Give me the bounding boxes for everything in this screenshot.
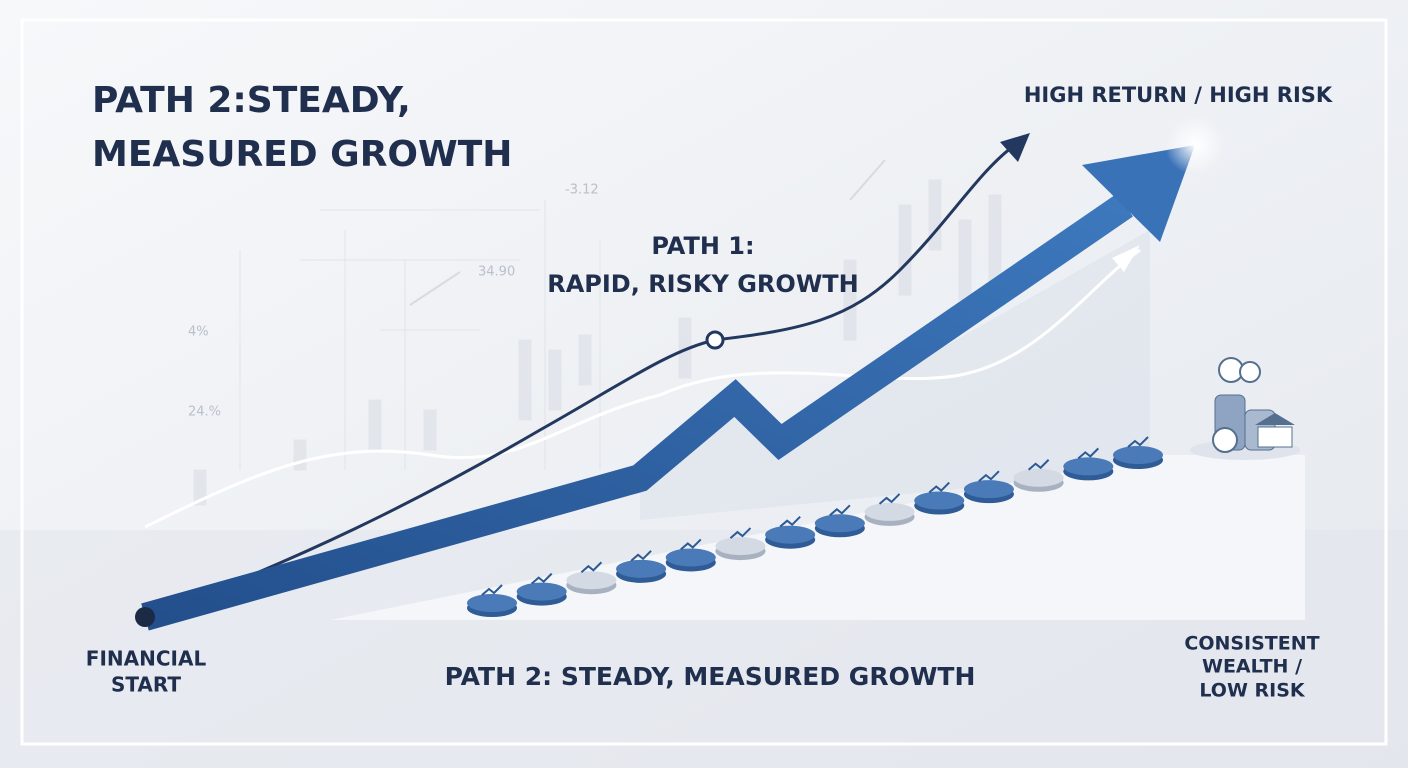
path1-label: PATH 1: xyxy=(651,232,754,260)
stone-icon xyxy=(481,584,503,596)
end-label: WEALTH / xyxy=(1202,656,1302,678)
start-label: START xyxy=(111,673,181,697)
stone-icon xyxy=(1027,459,1050,471)
stone-icon xyxy=(630,550,652,562)
stone xyxy=(566,571,617,590)
stone-icon xyxy=(531,572,553,585)
stone-icon xyxy=(928,481,950,494)
candle xyxy=(548,349,562,411)
title-line: PATH 2:STEADY, xyxy=(92,80,411,121)
candle xyxy=(898,204,912,296)
glow xyxy=(1165,115,1225,175)
candle xyxy=(423,409,437,451)
white-arrowhead xyxy=(1112,245,1140,272)
candle xyxy=(578,334,592,386)
trend xyxy=(409,271,461,306)
frame xyxy=(20,18,1388,746)
start-label: FINANCIAL xyxy=(86,647,207,671)
end-label: CONSISTENT xyxy=(1184,633,1319,655)
path2-label: PATH 2: STEADY, MEASURED GROWTH xyxy=(445,662,976,691)
background-figure: 4% xyxy=(188,325,209,340)
candle xyxy=(988,194,1002,286)
end-label: LOW RISK xyxy=(1199,680,1306,702)
stepping-stones xyxy=(467,436,1163,617)
candle xyxy=(928,179,942,251)
stone xyxy=(864,502,915,521)
stone xyxy=(715,537,766,556)
stone xyxy=(1013,468,1064,487)
white-path xyxy=(144,248,1141,529)
stone xyxy=(516,582,567,601)
stone xyxy=(914,491,965,510)
stone-icon xyxy=(1127,436,1149,448)
start-dot xyxy=(135,607,155,627)
background-figure: 34.90 xyxy=(478,265,515,280)
candle xyxy=(518,339,532,421)
stone-icon xyxy=(829,504,851,517)
background-figure: -3.12 xyxy=(565,183,599,198)
stone-icon xyxy=(878,493,901,505)
stone xyxy=(963,480,1014,499)
title-line: MEASURED GROWTH xyxy=(92,134,512,175)
candle xyxy=(293,439,307,471)
stone-icon xyxy=(779,515,801,528)
candle xyxy=(958,219,972,301)
path1-arrowhead xyxy=(1000,133,1030,162)
background-chart xyxy=(193,159,1002,506)
stone xyxy=(616,559,667,578)
candle xyxy=(843,259,857,341)
candle xyxy=(193,469,207,506)
path1-label: RAPID, RISKY GROWTH xyxy=(547,270,859,298)
stone-icon xyxy=(978,470,1000,482)
path1-marker xyxy=(705,330,725,350)
stone xyxy=(1063,457,1114,476)
candle xyxy=(368,399,382,451)
stone xyxy=(467,594,517,612)
high-label: HIGH RETURN / HIGH RISK xyxy=(1024,83,1333,107)
coin-stack xyxy=(1190,357,1300,460)
main-arrowhead xyxy=(1082,145,1195,242)
stone-icon xyxy=(680,538,702,551)
stone-icon xyxy=(580,561,603,573)
stone-icon xyxy=(1077,447,1100,460)
stone xyxy=(765,525,816,544)
trend xyxy=(849,159,886,201)
stone xyxy=(665,548,716,567)
background-figure: 24.% xyxy=(188,405,221,420)
main-arrow xyxy=(141,193,1133,631)
stone xyxy=(1113,446,1163,464)
stone xyxy=(814,514,865,533)
stone-icon xyxy=(729,527,752,539)
path1-line xyxy=(144,143,1016,619)
